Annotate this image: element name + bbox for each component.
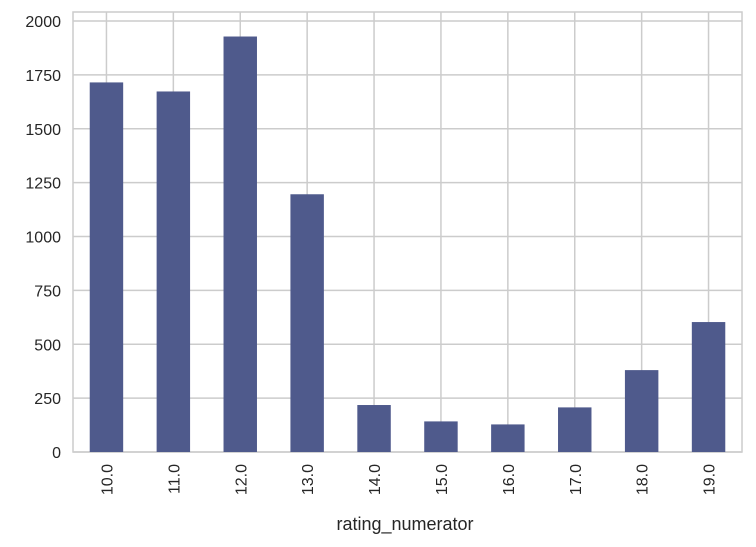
x-tick-label: 10.0 bbox=[99, 464, 116, 495]
x-tick-label: 17.0 bbox=[568, 464, 585, 495]
bar bbox=[491, 424, 525, 452]
bar bbox=[558, 407, 592, 452]
y-tick-label: 500 bbox=[34, 337, 61, 354]
y-tick-label: 250 bbox=[34, 391, 61, 408]
y-tick-label: 0 bbox=[52, 445, 61, 462]
x-tick-labels: 10.0 11.0 12.0 13.0 14.0 15.0 16.0 17.0 18.0 19.0 bbox=[99, 464, 718, 495]
bar bbox=[223, 36, 257, 453]
bars bbox=[89, 36, 726, 453]
x-tick-label: 16.0 bbox=[501, 464, 518, 495]
y-tick-label: 1000 bbox=[25, 230, 61, 247]
bar bbox=[156, 91, 191, 452]
x-tick-label: 19.0 bbox=[702, 464, 719, 495]
y-tick-label: 750 bbox=[34, 283, 61, 300]
bar bbox=[89, 82, 124, 452]
y-tick-label: 1500 bbox=[25, 122, 61, 139]
x-tick-label: 14.0 bbox=[367, 464, 384, 495]
x-tick-label: 18.0 bbox=[635, 464, 652, 495]
bar bbox=[424, 421, 458, 452]
y-tick-label: 1750 bbox=[25, 68, 61, 85]
bar bbox=[624, 370, 659, 452]
bar bbox=[290, 194, 324, 452]
bar bbox=[691, 322, 726, 452]
y-tick-label: 1250 bbox=[25, 176, 61, 193]
x-axis-label: rating_numerator bbox=[336, 514, 473, 535]
x-tick-label: 11.0 bbox=[166, 464, 183, 494]
y-tick-labels: 0 250 500 750 1000 1250 1500 1750 2000 bbox=[25, 14, 61, 462]
x-tick-label: 13.0 bbox=[300, 464, 317, 495]
bar bbox=[357, 405, 391, 452]
y-tick-label: 2000 bbox=[25, 14, 61, 31]
x-tick-label: 12.0 bbox=[233, 464, 250, 495]
x-tick-label: 15.0 bbox=[434, 464, 451, 495]
